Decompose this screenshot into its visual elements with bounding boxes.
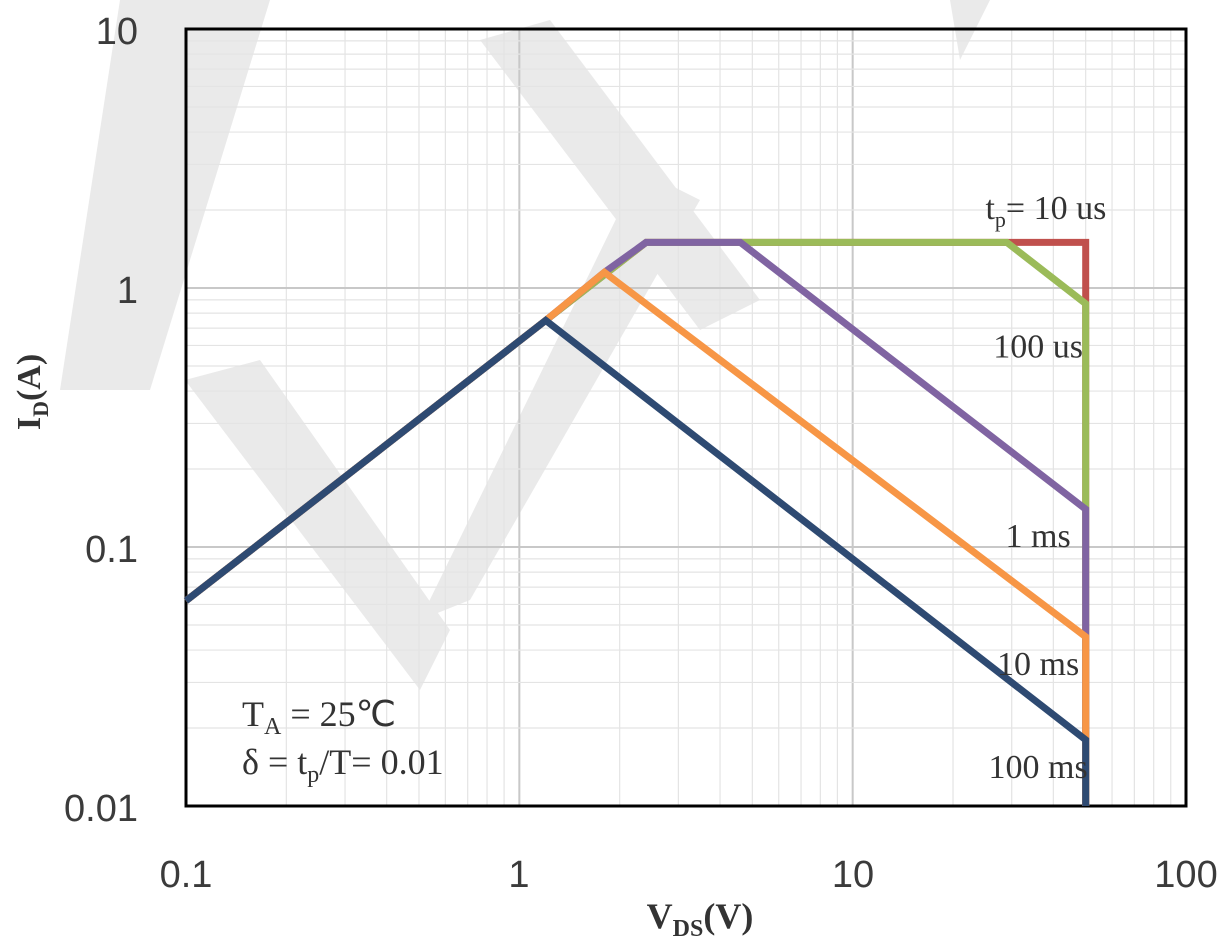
curve-label-100us: 100 us [993, 328, 1083, 365]
series-layer [183, 238, 1090, 806]
y-tick-label: 1 [117, 270, 138, 312]
x-tick-label: 100 [1154, 854, 1217, 896]
temperature-annotation: TA = 25℃ [242, 694, 396, 740]
y-tick-label: 0.01 [64, 788, 138, 830]
curve-label-1ms: 1 ms [1006, 518, 1071, 555]
plot-gridlines [185, 29, 1186, 807]
series-line-4 [183, 315, 1090, 806]
curve-label-100ms: 100 ms [989, 749, 1088, 786]
x-tick-label: 10 [832, 854, 874, 896]
x-tick-label: 0.1 [160, 854, 213, 896]
curve-label-10us: tp= 10 us [985, 190, 1106, 232]
duty-cycle-annotation: δ = tp/T= 0.01 [242, 742, 444, 788]
plot-frame [184, 27, 1188, 808]
y-axis-label: ID(A) [11, 354, 53, 430]
x-tick-label: 1 [508, 854, 529, 896]
curve-label-10ms: 10 ms [997, 646, 1079, 683]
x-axis-label: VDS(V) [647, 896, 754, 942]
y-tick-label: 10 [96, 11, 138, 53]
y-tick-label: 0.1 [85, 529, 138, 571]
